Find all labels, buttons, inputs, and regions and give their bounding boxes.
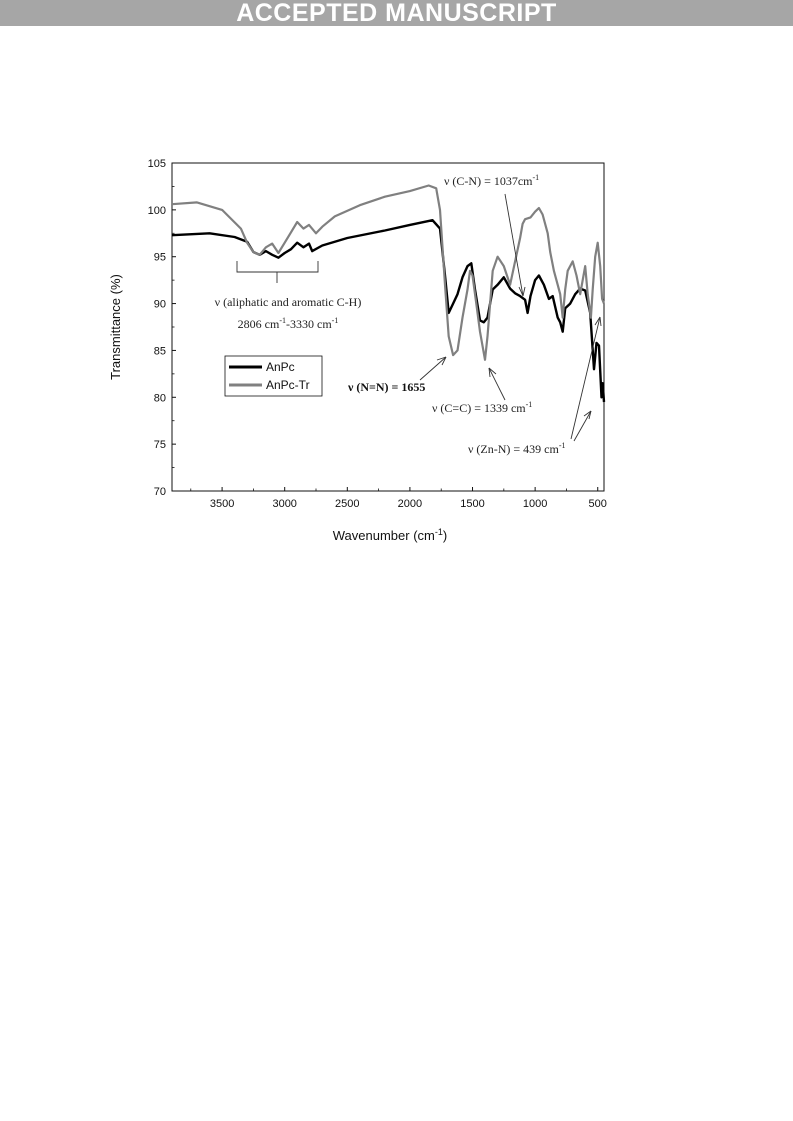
legend: AnPc AnPc-Tr — [224, 355, 323, 397]
arrow-znn-2 — [573, 410, 592, 442]
x-tick-label: 3500 — [210, 498, 234, 510]
y-tick-label: 85 — [154, 345, 166, 357]
x-axis-label: Wavenumber (cm-1) — [333, 527, 447, 543]
arrow-cn — [504, 193, 524, 297]
y-axis-label: Transmittance (%) — [108, 274, 123, 380]
annotation-nn: ν (N=N) = 1655 — [347, 380, 425, 394]
arrow-cc — [488, 367, 506, 401]
y-tick-label: 70 — [154, 486, 166, 498]
y-tick-label: 90 — [154, 299, 166, 311]
x-tick-label: 3000 — [272, 498, 296, 510]
y-tick-label: 100 — [148, 205, 166, 217]
annotation-cn: ν (C-N) = 1037cm-1 — [444, 173, 539, 188]
arrowhead-znn-1 — [594, 316, 602, 327]
legend-box — [224, 355, 323, 397]
x-tick-label: 2000 — [398, 498, 422, 510]
annotation-ch-line2: 2806 cm-1-3330 cm-1 — [238, 316, 339, 331]
banner-text: ACCEPTED MANUSCRIPT — [236, 0, 557, 27]
arrow-nn — [419, 356, 447, 381]
annotation-ch-line1: ν (aliphatic and aromatic C-H) — [215, 295, 362, 309]
arrowhead-cc — [488, 367, 497, 378]
series-line-anpc-tr — [171, 184, 606, 361]
y-tick-label: 95 — [154, 252, 166, 264]
manuscript-banner: ACCEPTED MANUSCRIPT — [0, 0, 793, 27]
legend-label-anpc-tr: AnPc-Tr — [266, 378, 310, 392]
x-tick-label: 1500 — [460, 498, 484, 510]
annotation-znn: ν (Zn-N) = 439 cm-1 — [468, 441, 566, 456]
y-tick-label: 105 — [148, 158, 166, 170]
x-tick-label: 500 — [589, 498, 607, 510]
legend-label-anpc: AnPc — [266, 360, 295, 374]
series-line-anpc — [171, 219, 606, 403]
y-tick-label: 80 — [154, 392, 166, 404]
ch-bracket — [236, 261, 319, 283]
chart-axes: 70 75 80 85 90 95 100 105 3500 3000 2500 2000 1500 10… — [148, 158, 607, 510]
arrowhead-cn — [518, 286, 526, 297]
x-tick-label: 2500 — [335, 498, 359, 510]
series-layer — [171, 184, 606, 403]
arrow-znn-1 — [570, 316, 601, 440]
annotation-cc: ν (C=C) = 1339 cm-1 — [432, 400, 532, 415]
arrowhead-nn — [436, 356, 447, 366]
y-tick-label: 75 — [154, 439, 166, 451]
x-tick-label: 1000 — [523, 498, 547, 510]
arrowhead-znn-2 — [583, 410, 592, 420]
